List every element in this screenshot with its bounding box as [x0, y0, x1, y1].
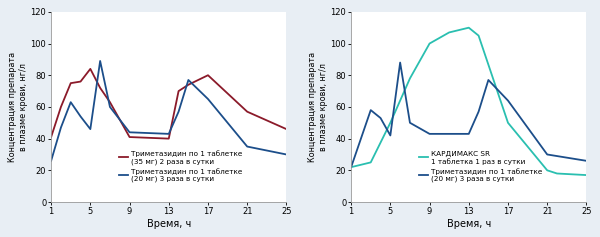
- X-axis label: Время, ч: Время, ч: [146, 219, 191, 229]
- Y-axis label: Концентрация препарата
в плазме крови, нг/л: Концентрация препарата в плазме крови, н…: [308, 52, 328, 162]
- Legend: КАРДИМАКС SR
1 таблетка 1 раз в сутки, Триметазидин по 1 таблетке
(20 мг) 3 раза: КАРДИМАКС SR 1 таблетка 1 раз в сутки, Т…: [418, 150, 542, 183]
- Y-axis label: Концентрация препарата
в плазме крови, нг/л: Концентрация препарата в плазме крови, н…: [8, 52, 28, 162]
- X-axis label: Время, ч: Время, ч: [446, 219, 491, 229]
- Legend: Триметазидин по 1 таблетке
(35 мг) 2 раза в сутки, Триметазидин по 1 таблетке
(2: Триметазидин по 1 таблетке (35 мг) 2 раз…: [118, 150, 242, 183]
